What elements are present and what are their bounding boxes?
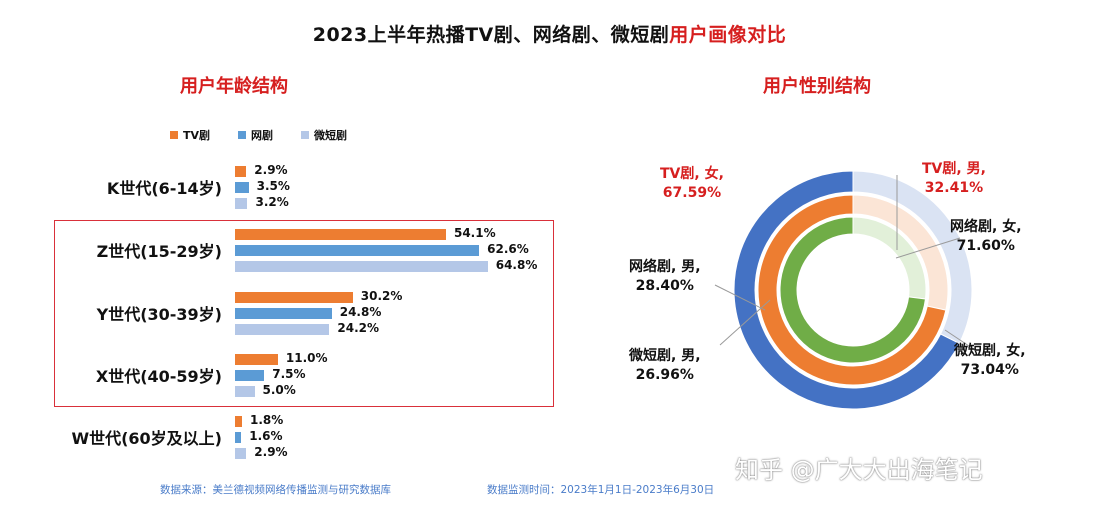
donut-label-0: TV剧, 女, 67.59%	[660, 165, 724, 203]
bar-2-1	[235, 261, 488, 272]
donut-label-value-4: 73.04%	[960, 362, 1019, 378]
bar-2-3	[235, 386, 255, 397]
legend-label-tv: TV剧	[183, 129, 211, 142]
bar-0-3	[235, 354, 278, 365]
legend-item-tv: TV剧	[170, 127, 210, 143]
chart-legend: TV剧 网剧 微短剧	[170, 127, 347, 143]
bar-value-2-3: 5.0%	[262, 383, 296, 397]
donut-label-1: TV剧, 男, 32.41%	[922, 160, 986, 198]
donut-slice-0-female	[733, 170, 961, 410]
age-chart-title: 用户年龄结构	[180, 76, 288, 97]
donut-label-name-5: 微短剧, 男,	[629, 348, 701, 364]
donut-label-name-2: 网络剧, 女,	[950, 219, 1022, 235]
watermark: 知乎 @广大大出海笔记	[735, 456, 983, 484]
bar-0-4	[235, 416, 243, 427]
bar-value-1-3: 7.5%	[272, 367, 306, 381]
donut-slice-1-female	[757, 194, 947, 386]
donut-label-value-2: 71.60%	[956, 238, 1015, 254]
bar-0-0	[235, 166, 247, 177]
legend-item-short: 微短剧	[301, 127, 347, 143]
donut-label-value-1: 32.41%	[924, 180, 984, 196]
bar-0-2	[235, 292, 353, 303]
donut-label-name-0: TV剧, 女,	[660, 166, 724, 182]
category-label-0: K世代(6-14岁)	[106, 179, 222, 198]
legend-label-short: 微短剧	[314, 129, 348, 142]
title-main: 2023上半年热播TV剧、网络剧、微短剧	[312, 24, 670, 46]
donut-label-value-0: 67.59%	[662, 185, 722, 201]
bar-value-2-4: 2.9%	[254, 445, 288, 459]
title-highlight: 用户画像对比	[669, 24, 787, 46]
donut-label-value-3: 28.40%	[635, 278, 694, 294]
data-source: 数据来源：美兰德视频网络传播监测与研究数据库	[160, 484, 391, 496]
bar-0-1	[235, 229, 446, 240]
donut-slice-2-male	[852, 216, 927, 300]
donut-label-5: 微短剧, 男, 26.96%	[629, 347, 701, 385]
category-label-1: Z世代(15-29岁)	[96, 242, 222, 261]
donut-label-4: 微短剧, 女, 73.04%	[954, 342, 1026, 380]
bar-value-1-0: 3.5%	[256, 179, 290, 193]
category-label-3: X世代(40-59岁)	[95, 367, 222, 386]
legend-swatch-short	[301, 131, 310, 139]
donut-slice-1-male	[852, 194, 949, 311]
leader-line-3	[714, 284, 766, 311]
legend-swatch-web	[238, 131, 247, 139]
leader-line-4	[719, 299, 771, 346]
bar-1-3	[235, 370, 265, 381]
category-label-4: W世代(60岁及以上)	[71, 429, 222, 448]
bar-2-4	[235, 448, 247, 459]
legend-item-web: 网剧	[238, 127, 273, 143]
bar-value-0-0: 2.9%	[254, 163, 288, 177]
category-label-2: Y世代(30-39岁)	[96, 305, 222, 324]
data-period: 数据监测时间：2023年1月1日-2023年6月30日	[487, 484, 715, 496]
bar-1-4	[235, 432, 242, 443]
donut-label-name-4: 微短剧, 女,	[954, 343, 1026, 359]
page-title: 2023上半年热播TV剧、网络剧、微短剧用户画像对比	[0, 20, 1099, 47]
bar-value-1-2: 24.8%	[339, 305, 382, 319]
bar-value-0-1: 54.1%	[453, 226, 496, 240]
bar-value-0-2: 30.2%	[360, 289, 403, 303]
bar-2-2	[235, 324, 330, 335]
bar-value-0-3: 11.0%	[285, 351, 328, 365]
highlight-box	[54, 220, 554, 407]
bar-value-2-1: 64.8%	[495, 258, 538, 272]
bar-1-0	[235, 182, 249, 193]
donut-label-3: 网络剧, 男, 28.40%	[629, 258, 701, 296]
donut-label-name-1: TV剧, 男,	[922, 161, 986, 177]
gender-chart-title: 用户性别结构	[763, 76, 871, 97]
donut-label-name-3: 网络剧, 男,	[629, 259, 701, 275]
bar-2-0	[235, 198, 248, 209]
donut-label-value-5: 26.96%	[635, 367, 694, 383]
donut-label-2: 网络剧, 女, 71.60%	[950, 218, 1022, 256]
bar-value-0-4: 1.8%	[250, 413, 284, 427]
legend-label-web: 网剧	[251, 129, 274, 142]
bar-value-1-4: 1.6%	[249, 429, 283, 443]
bar-1-2	[235, 308, 332, 319]
bar-value-2-2: 24.2%	[337, 321, 380, 335]
legend-swatch-tv	[170, 131, 178, 139]
bar-1-1	[235, 245, 480, 256]
bar-value-1-1: 62.6%	[487, 242, 529, 256]
donut-slice-2-female	[779, 216, 927, 364]
bar-value-2-0: 3.2%	[255, 195, 289, 209]
